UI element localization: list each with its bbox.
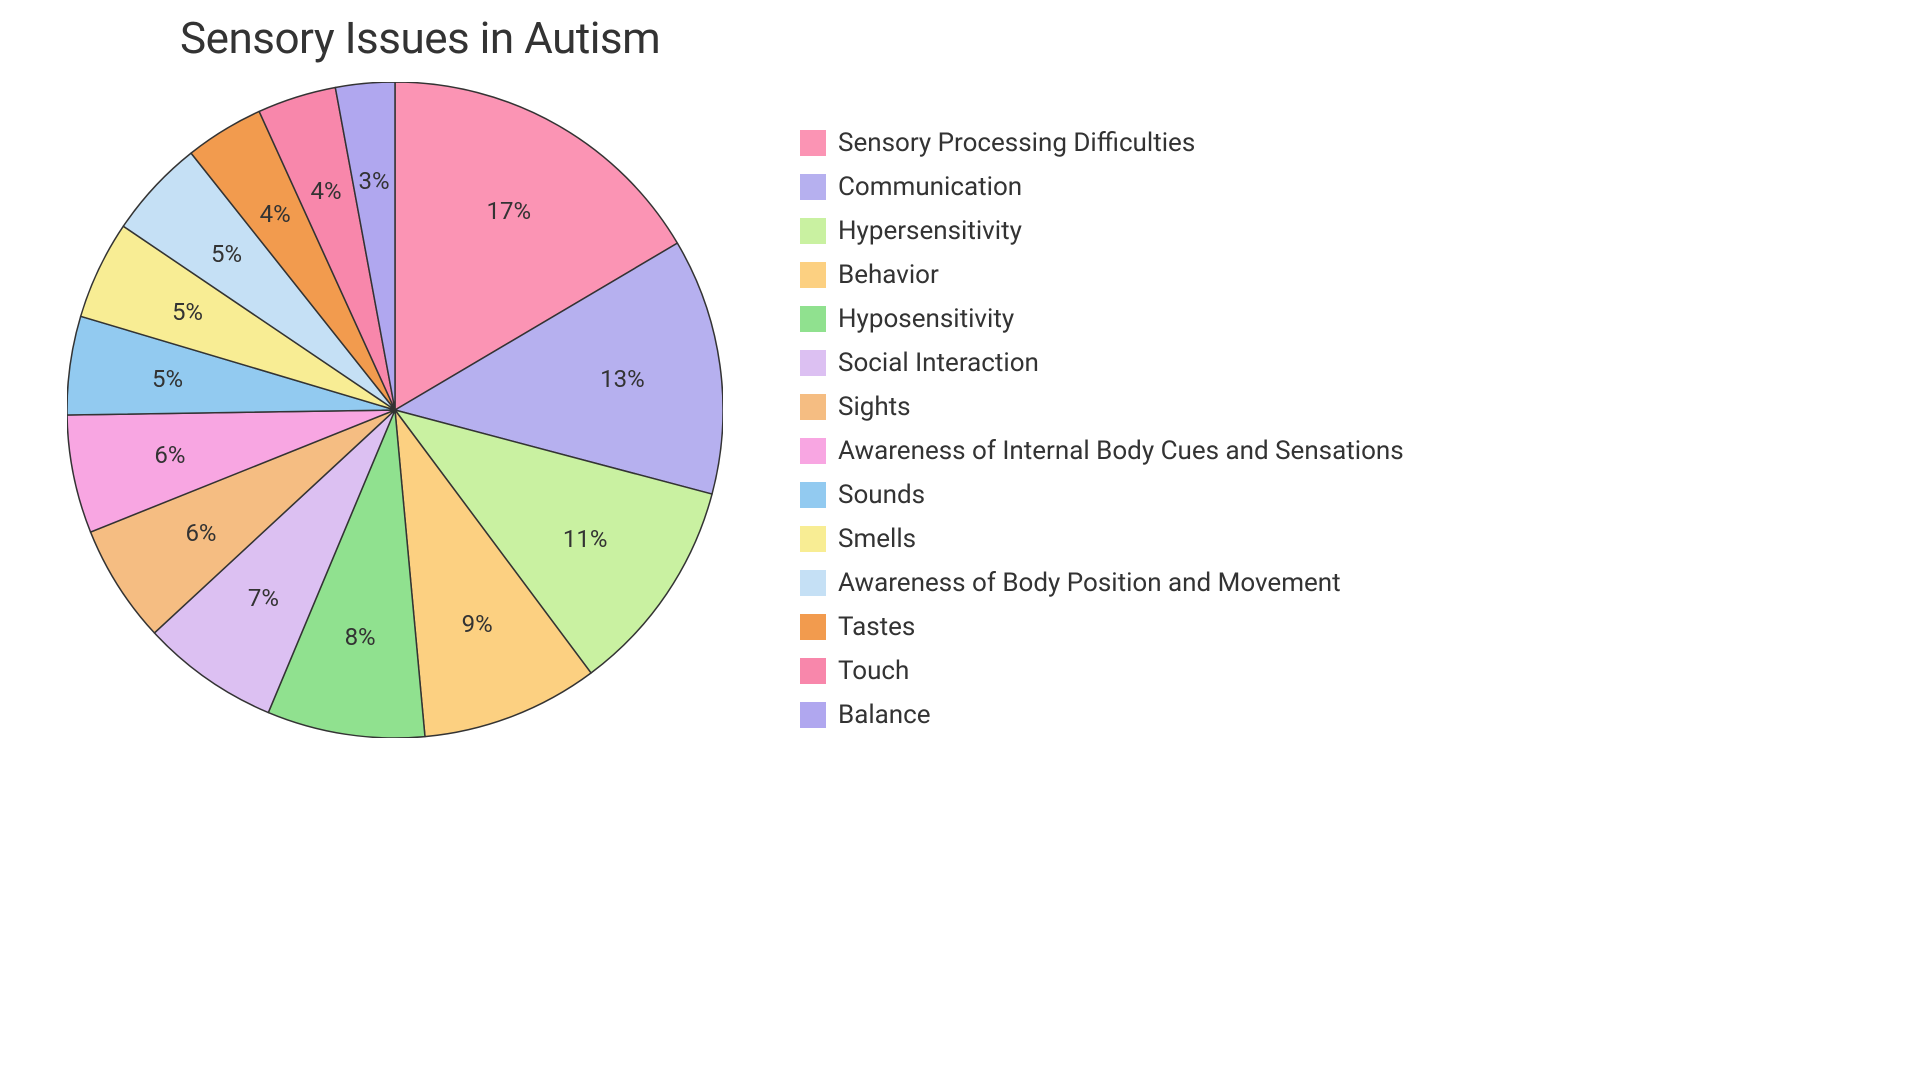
legend-swatch [800, 482, 826, 508]
legend-item[interactable]: Social Interaction [800, 348, 1404, 378]
legend-swatch [800, 614, 826, 640]
legend-swatch [800, 394, 826, 420]
legend-swatch [800, 438, 826, 464]
legend-label: Tastes [838, 612, 915, 642]
legend-label: Sensory Processing Difficulties [838, 128, 1195, 158]
legend-swatch [800, 702, 826, 728]
legend-swatch [800, 262, 826, 288]
chart-container: Sensory Issues in Autism 17%13%11%9%8%7%… [0, 0, 1920, 1080]
legend-item[interactable]: Hypersensitivity [800, 216, 1404, 246]
legend-label: Hyposensitivity [838, 304, 1014, 334]
legend-swatch [800, 130, 826, 156]
legend-item[interactable]: Sounds [800, 480, 1404, 510]
legend-label: Balance [838, 700, 931, 730]
legend: Sensory Processing Difficulties Communica… [800, 128, 1404, 730]
pie-chart: 17%13%11%9%8%7%6%6%5%5%5%4%4%3% [67, 82, 723, 742]
legend-label: Sights [838, 392, 911, 422]
legend-item[interactable]: Sights [800, 392, 1404, 422]
legend-swatch [800, 350, 826, 376]
legend-swatch [800, 658, 826, 684]
legend-item[interactable]: Sensory Processing Difficulties [800, 128, 1404, 158]
legend-label: Smells [838, 524, 916, 554]
legend-swatch [800, 306, 826, 332]
chart-title: Sensory Issues in Autism [180, 12, 660, 64]
legend-swatch [800, 570, 826, 596]
legend-item[interactable]: Touch [800, 656, 1404, 686]
legend-item[interactable]: Tastes [800, 612, 1404, 642]
legend-item[interactable]: Balance [800, 700, 1404, 730]
legend-item[interactable]: Awareness of Internal Body Cues and Sens… [800, 436, 1404, 466]
legend-item[interactable]: Smells [800, 524, 1404, 554]
legend-item[interactable]: Behavior [800, 260, 1404, 290]
legend-label: Awareness of Internal Body Cues and Sens… [838, 436, 1404, 466]
legend-item[interactable]: Communication [800, 172, 1404, 202]
legend-label: Touch [838, 656, 909, 686]
pie-svg [67, 82, 723, 738]
legend-label: Hypersensitivity [838, 216, 1022, 246]
legend-label: Behavior [838, 260, 939, 290]
legend-label: Social Interaction [838, 348, 1039, 378]
legend-item[interactable]: Awareness of Body Position and Movement [800, 568, 1404, 598]
legend-swatch [800, 174, 826, 200]
legend-label: Communication [838, 172, 1022, 202]
legend-item[interactable]: Hyposensitivity [800, 304, 1404, 334]
legend-swatch [800, 218, 826, 244]
legend-swatch [800, 526, 826, 552]
legend-label: Awareness of Body Position and Movement [838, 568, 1341, 598]
legend-label: Sounds [838, 480, 925, 510]
